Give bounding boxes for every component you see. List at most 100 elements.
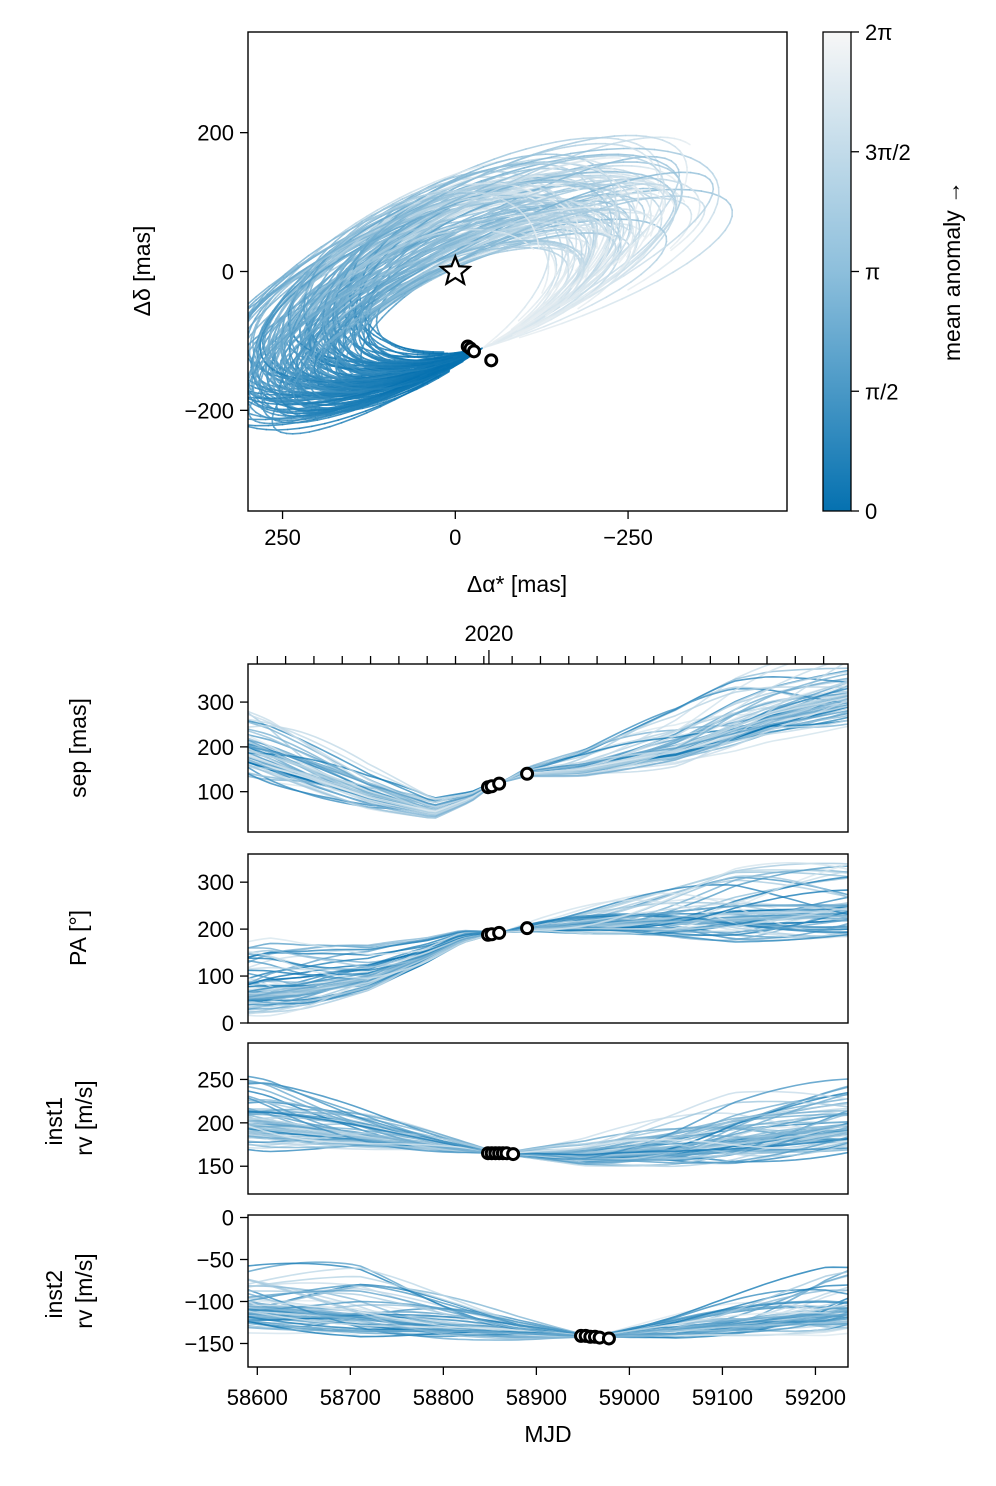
orbit-segment [719,195,728,201]
orbit-segment [562,298,576,309]
sky-orbit-draws [199,134,734,435]
orbit-segment [582,136,597,140]
orbit-segment [569,255,580,268]
orbit-segment [242,383,245,388]
orbit-segment [255,411,262,416]
orbit-segment [412,383,424,390]
orbit-segment [311,300,322,310]
orbit-segment [241,365,243,372]
orbit-segment [546,284,553,294]
orbit-segment [439,262,449,267]
orbit-segment [709,237,720,247]
orbit-segment [658,164,669,170]
orbit-segment [608,166,617,172]
orbit-segment [255,349,259,358]
orbit-segment [627,140,638,145]
orbit-segment [517,310,529,322]
orbit-segment [310,422,326,428]
orbit-segment [515,247,526,251]
orbit-segment [257,374,262,382]
orbit-segment [557,289,567,298]
orbit-segment [583,258,588,266]
orbit-segment [318,425,331,431]
orbit-segment [222,362,226,371]
orbit-segment [698,245,711,256]
orbit-segment [283,283,296,297]
orbit-segment [584,282,596,293]
orbit-segment [430,183,442,188]
orbit-segment [237,384,240,388]
orbit-segment [609,174,621,178]
orbit-segment [366,405,382,414]
orbit-segment [355,215,368,224]
orbit-segment [569,137,585,141]
orbit-segment [399,234,415,244]
orbit-segment [656,186,664,191]
orbit-segment [544,278,548,288]
orbit-segment [275,275,288,287]
orbit-segment [200,357,204,366]
orbit-segment [209,338,216,348]
orbit-segment [632,179,644,183]
orbit-segment [728,215,733,224]
orbit-segment [250,359,253,369]
orbit-segment [309,291,321,302]
orbit-segment [279,285,293,297]
orbit-segment [550,295,560,305]
orbit-segment [357,229,369,237]
orbit-segment [555,228,564,234]
orbit-segment [493,152,512,160]
orbit-segment [637,217,641,226]
orbit-segment [329,421,343,428]
orbit-segment [539,233,549,237]
orbit-segment [490,203,501,207]
orbit-segment [259,375,263,383]
orbit-segment [523,296,533,309]
orbit-segment [261,318,268,329]
orbit-segment [340,263,346,271]
orbit-segment [376,341,385,348]
orbit-segment [681,228,688,237]
orbit-segment [410,186,424,194]
orbit-segment [523,236,533,241]
orbit-segment [668,210,674,219]
orbit-segment [484,335,498,348]
orbit-segment [363,237,372,245]
orbit-segment [199,391,201,398]
orbit-segment [663,217,671,227]
orbit-segment [248,299,257,309]
orbit-segment [234,375,235,380]
orbit-segment [243,328,245,336]
orbit-segment [597,239,604,250]
orbit-segment [320,267,331,277]
orbit-segment [444,172,458,179]
orbit-segment [248,295,258,306]
orbit-segment [279,431,288,435]
orbit-segment [627,188,638,192]
orbit-segment [367,371,376,375]
orbit-segment [316,344,322,350]
orbit-segment [234,360,236,366]
orbit-segment [446,213,458,219]
orbit-segment [384,348,397,353]
orbit-segment [621,261,629,272]
orbit-segment [528,306,538,316]
orbit-segment [312,245,331,257]
orbit-segment [320,268,334,278]
orbit-segment [533,213,548,220]
orbit-segment [682,203,689,208]
orbit-segment [216,333,224,344]
orbit-segment [546,272,550,281]
orbit-segment [286,427,301,431]
orbit-segment [256,427,268,431]
orbit-segment [587,248,590,255]
orbit-segment [527,158,541,162]
orbit-segment [637,242,650,254]
orbit-segment [232,423,243,425]
orbit-segment [318,283,331,294]
orbit-segment [204,347,209,356]
orbit-segment [216,328,224,338]
orbit-segment [432,254,444,262]
orbit-segment [564,229,573,232]
orbit-segment [518,329,542,339]
